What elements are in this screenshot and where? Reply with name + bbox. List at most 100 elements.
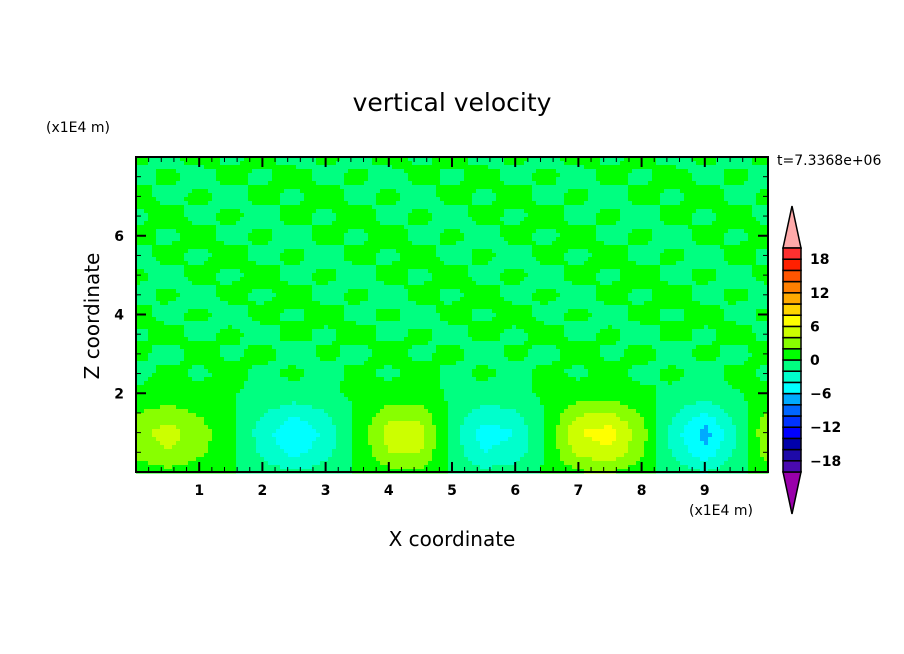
contour-cell [560,265,565,270]
contour-cell [392,281,397,286]
contour-cell [592,205,597,210]
contour-cell [172,161,177,166]
contour-cell [588,197,593,202]
contour-cell [652,225,657,230]
contour-cell [200,185,205,190]
contour-cell [368,197,373,202]
contour-cell [140,245,145,250]
contour-cell [740,253,745,258]
contour-cell [488,269,493,274]
contour-cell [236,257,241,262]
contour-cell [288,157,293,162]
contour-cell [684,249,689,254]
contour-cell [756,197,761,202]
contour-cell [496,245,501,250]
contour-cell [552,165,557,170]
contour-cell [428,197,433,202]
contour-cell [584,205,589,210]
contour-cell [436,161,441,166]
contour-cell [220,249,225,254]
contour-cell [496,193,501,198]
contour-cell [440,217,445,222]
contour-cell [640,173,645,178]
contour-cell [652,229,657,234]
contour-cell [760,201,765,206]
contour-cell [176,169,181,174]
contour-cell [712,277,717,282]
contour-cell [676,257,681,262]
contour-cell [168,249,173,254]
contour-cell [332,169,337,174]
contour-cell [496,209,501,214]
contour-cell [148,277,153,282]
contour-cell [172,233,177,238]
contour-cell [256,245,261,250]
contour-cell [140,205,145,210]
contour-cell [708,169,713,174]
contour-cell [160,197,165,202]
contour-cell [244,169,249,174]
contour-cell [384,261,389,266]
contour-cell [560,269,565,274]
contour-cell [308,249,313,254]
contour-cell [188,177,193,182]
contour-cell [552,273,557,278]
contour-cell [392,237,397,242]
contour-cell [332,237,337,242]
contour-cell [160,253,165,258]
contour-cell [388,253,393,258]
contour-cell [680,209,685,214]
contour-cell [744,169,749,174]
contour-cell [644,201,649,206]
contour-cell [204,241,209,246]
contour-cell [352,173,357,178]
contour-cell [296,277,301,282]
contour-cell [268,265,273,270]
contour-cell [344,221,349,226]
contour-cell [432,161,437,166]
contour-cell [168,209,173,214]
contour-cell [576,173,581,178]
contour-cell [584,273,589,278]
contour-cell [220,197,225,202]
contour-cell [500,217,505,222]
contour-cell [384,237,389,242]
contour-cell [384,265,389,270]
contour-cell [728,249,733,254]
contour-cell [416,265,421,270]
contour-cell [312,165,317,170]
contour-cell [304,161,309,166]
contour-cell [696,245,701,250]
contour-cell [468,205,473,210]
contour-cell [144,277,149,282]
contour-cell [468,213,473,218]
contour-cell [716,181,721,186]
contour-cell [168,261,173,266]
contour-cell [496,265,501,270]
contour-cell [712,177,717,182]
contour-cell [216,217,221,222]
contour-cell [408,257,413,262]
contour-cell [652,265,657,270]
contour-cell [724,257,729,262]
contour-cell [216,213,221,218]
contour-cell [720,241,725,246]
contour-cell [304,233,309,238]
contour-cell [144,261,149,266]
contour-cell [404,269,409,274]
contour-cell [272,281,277,286]
contour-cell [164,181,169,186]
contour-cell [596,209,601,214]
contour-cell [704,161,709,166]
contour-cell [432,237,437,242]
contour-cell [344,197,349,202]
contour-cell [392,157,397,162]
contour-cell [508,241,513,246]
contour-cell [240,209,245,214]
contour-cell [264,265,269,270]
contour-cell [336,217,341,222]
contour-cell [460,249,465,254]
contour-cell [312,209,317,214]
contour-cell [276,213,281,218]
